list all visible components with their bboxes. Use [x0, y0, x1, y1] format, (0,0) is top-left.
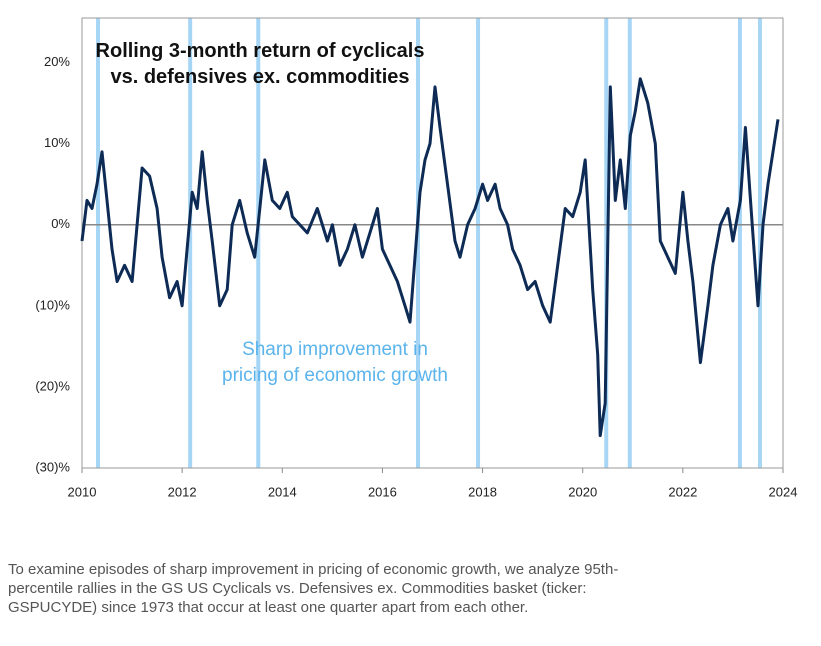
annotation: Sharp improvement in pricing of economic…	[222, 339, 448, 386]
x-tick-label: 2014	[268, 484, 297, 499]
y-tick-label: (20)%	[35, 378, 70, 393]
chart-title: Rolling 3-month return of cyclicals vs. …	[95, 40, 425, 88]
x-tick-label: 2016	[368, 484, 397, 499]
x-tick-label: 2012	[168, 484, 197, 499]
y-tick-label: 20%	[44, 54, 70, 69]
x-tick-label: 2010	[68, 484, 97, 499]
caption: To examine episodes of sharp improvement…	[8, 561, 619, 616]
x-tick-label: 2022	[668, 484, 697, 499]
y-tick-label: (30)%	[35, 459, 70, 474]
data-line	[80, 77, 780, 438]
x-tick-label: 2018	[468, 484, 497, 499]
y-tick-label: 0%	[51, 216, 70, 231]
plot-frame	[81, 17, 784, 469]
y-tick-label: 10%	[44, 135, 70, 150]
y-tick-label: (10)%	[35, 297, 70, 312]
x-tick-label: 2024	[769, 484, 798, 499]
x-tick-label: 2020	[568, 484, 597, 499]
